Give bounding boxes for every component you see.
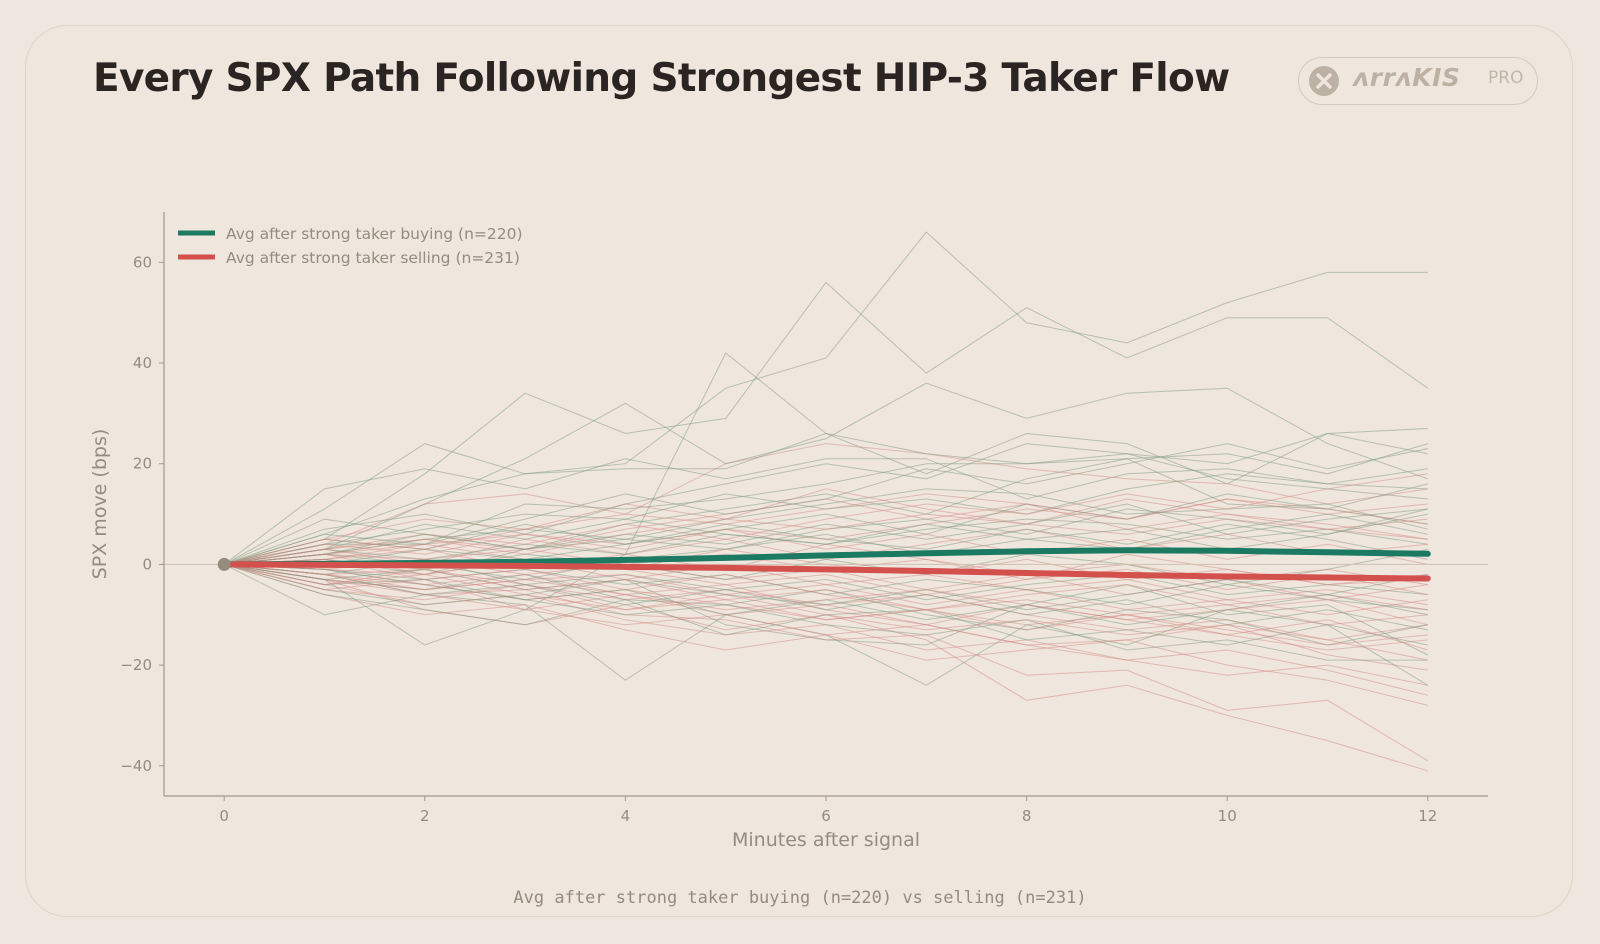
y-axis-label: SPX move (bps) — [89, 429, 111, 580]
x-tick-label: 4 — [621, 807, 631, 825]
brand-tier: PRO — [1488, 68, 1524, 88]
page-title: Every SPX Path Following Strongest HIP-3… — [93, 56, 1230, 101]
buy-path-line — [224, 428, 1428, 565]
sell-path-line — [224, 563, 1428, 772]
sell-path-line — [224, 558, 1428, 596]
buy-path-line — [224, 432, 1428, 565]
sell-path-line — [224, 493, 1428, 565]
average-lines — [221, 547, 1431, 582]
x-tick-label: 10 — [1218, 807, 1237, 825]
avg-sell-line — [221, 561, 1431, 582]
sell-path-line — [224, 563, 1428, 626]
x-circle-icon — [1309, 66, 1339, 96]
y-tick-label: 60 — [133, 253, 152, 271]
y-tick-label: 40 — [133, 354, 152, 372]
legend-item-sell-label: Avg after strong taker selling (n=231) — [226, 249, 520, 267]
x-axis-ticks: 0 2 4 6 8 10 12 — [219, 796, 1437, 825]
y-tick-label: −20 — [120, 656, 152, 674]
x-tick-label: 6 — [821, 807, 831, 825]
buy-path-line — [223, 458, 1428, 565]
y-tick-label: 20 — [133, 455, 152, 473]
x-axis-label: Minutes after signal — [732, 829, 920, 851]
buy-path-line — [224, 382, 1428, 565]
y-axis-ticks: −40 −20 0 20 40 60 — [120, 253, 164, 775]
y-tick-label: −40 — [120, 757, 152, 775]
legend-item-buy-label: Avg after strong taker buying (n=220) — [226, 225, 523, 243]
sell-path-line — [224, 528, 1428, 565]
buy-path-line — [224, 563, 1428, 631]
sell-path-line — [224, 488, 1428, 565]
x-tick-label: 0 — [219, 807, 229, 825]
x-tick-label: 8 — [1022, 807, 1032, 825]
sell-path-line — [224, 563, 1429, 762]
sell-path-line — [224, 563, 1428, 611]
x-tick-label: 12 — [1418, 807, 1437, 825]
legend: Avg after strong taker buying (n=220) Avg… — [178, 225, 523, 267]
buy-path-line — [224, 443, 1428, 565]
y-tick-label: 0 — [142, 555, 152, 573]
buy-path-line — [223, 231, 1428, 565]
footer-caption: Avg after strong taker buying (n=220) vs… — [513, 888, 1087, 908]
buy-path-line — [224, 513, 1428, 565]
origin-point — [217, 557, 231, 571]
brand-badge: ᴧrrᴧKIS PRO — [1298, 57, 1538, 105]
sell-path-line — [224, 513, 1428, 565]
buy-path-line — [224, 563, 1429, 656]
buy-path-line — [224, 281, 1429, 565]
brand-name: ᴧrrᴧKIS — [1353, 63, 1461, 92]
x-tick-label: 2 — [420, 807, 430, 825]
individual-paths — [223, 231, 1429, 772]
